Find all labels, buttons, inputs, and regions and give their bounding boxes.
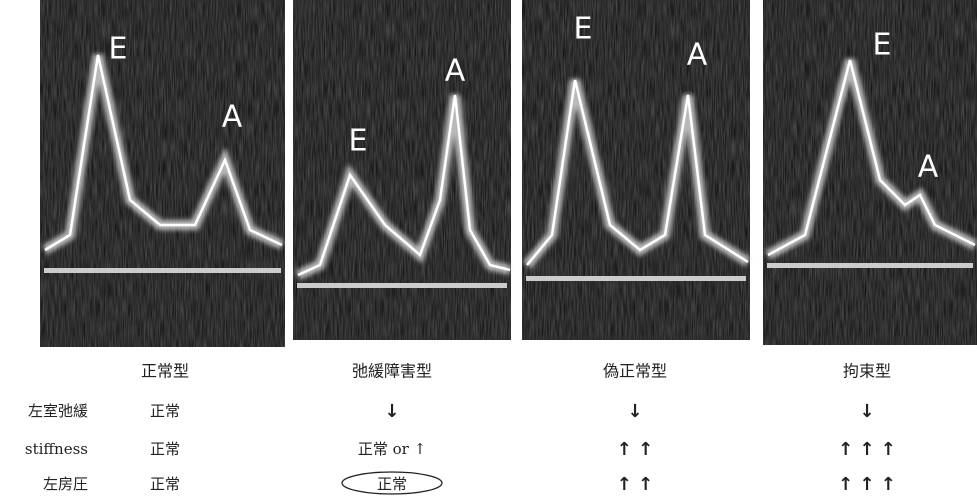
peak-label: E [873, 28, 892, 63]
table-cell: 正常 [377, 475, 407, 493]
doppler-panel: EA [293, 0, 511, 340]
peak-label: E [574, 12, 593, 47]
table-cell: 正常 [150, 440, 180, 458]
table-cell: ↓ [859, 401, 874, 422]
table-cell: ↑ ↑ ↑ [838, 439, 896, 460]
table-cell: ↓ [627, 401, 642, 422]
peak-label: E [109, 32, 128, 67]
row-label: 左室弛緩 [28, 402, 88, 420]
table-cell: ↑ ↑ ↑ [838, 474, 896, 495]
doppler-panel: EA [763, 0, 977, 345]
baseline [44, 268, 281, 273]
baseline [526, 276, 746, 281]
panel-title: 偽正常型 [603, 362, 667, 381]
panel-noise [522, 0, 750, 340]
peak-label: E [349, 124, 368, 159]
panel-title: 正常型 [141, 362, 189, 381]
doppler-panel: EA [522, 0, 750, 340]
baseline [297, 283, 507, 288]
panel-noise [763, 0, 977, 345]
row-label: 左房圧 [43, 475, 88, 493]
row-label: stiffness [25, 440, 88, 458]
table-cell: 正常 or ↑ [358, 440, 426, 458]
table-cell: ↓ [384, 401, 399, 422]
peak-label: A [222, 100, 243, 135]
table-cell: ↑ ↑ [617, 474, 653, 495]
doppler-panel: EA [40, 0, 285, 347]
baseline [767, 263, 973, 268]
panel-noise [293, 0, 511, 340]
panel-title: 弛緩障害型 [352, 362, 432, 381]
panel-title: 拘束型 [843, 362, 891, 381]
peak-label: A [687, 38, 708, 73]
table-cell: 正常 [150, 402, 180, 420]
peak-label: A [445, 54, 466, 89]
table-cell: ↑ ↑ [617, 439, 653, 460]
table-cell: 正常 [150, 475, 180, 493]
figure: EAEAEAEA 正常型弛緩障害型偽正常型拘束型左室弛緩正常↓↓↓stiffne… [0, 0, 977, 497]
peak-label: A [918, 150, 939, 185]
